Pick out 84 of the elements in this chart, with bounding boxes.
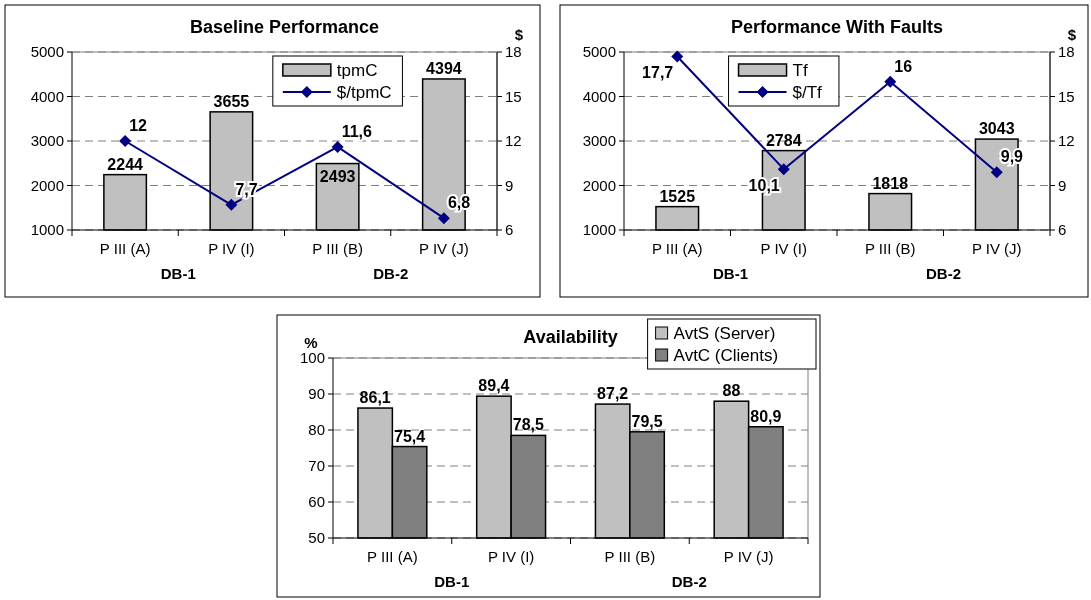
y2-tick-label: 18	[1058, 43, 1075, 60]
data-label: 11,6	[341, 122, 372, 140]
data-label: 86,1	[359, 389, 391, 407]
chart-title: Baseline Performance	[189, 17, 380, 37]
x-tick-label: P IV (I)	[487, 548, 535, 565]
point	[990, 166, 1003, 179]
y-tick-label: 60	[308, 493, 325, 510]
y2-tick-label: 6	[1058, 221, 1067, 238]
chart-title: Performance With Faults	[731, 17, 943, 37]
data-label: 75,4	[394, 427, 426, 445]
text: DB-2	[373, 265, 409, 282]
legend-label: AvtC (Clients)	[673, 346, 779, 365]
point	[437, 212, 450, 225]
text: DB-2	[925, 265, 962, 282]
data-label: 12	[129, 117, 148, 134]
data-label: 3655	[213, 92, 250, 110]
y-tick-label: 5000	[582, 43, 616, 60]
data-label: 78,5	[512, 416, 545, 434]
legend-label: Tf	[792, 61, 808, 80]
y-tick-label: 4000	[30, 87, 64, 105]
chart-title: Availability	[523, 327, 618, 347]
x-tick-label: P IV (J)	[723, 548, 774, 565]
text: DB-1	[434, 573, 470, 590]
data-label: 2244	[107, 155, 144, 173]
data-label: 4394	[426, 59, 462, 77]
x-tick-label: P III (A)	[367, 548, 418, 565]
data-label: 88	[722, 382, 741, 400]
y-tick-label: 3000	[582, 132, 616, 149]
x-tick-label: P III (B)	[604, 548, 656, 565]
point	[777, 163, 790, 176]
y-tick-label: 2000	[30, 176, 64, 194]
y-tick-label: 100	[299, 349, 325, 366]
x-tick-label: P IV (I)	[760, 240, 807, 257]
y2-tick-label: 6	[505, 221, 514, 238]
x-tick-label: P III (B)	[864, 240, 916, 257]
data-label: 2493	[319, 167, 356, 185]
y-tick-label: 5000	[30, 43, 64, 60]
legend-label: tpmC	[336, 61, 378, 80]
data-label: 1525	[659, 187, 696, 205]
data-label: 16	[894, 57, 913, 75]
point	[119, 135, 132, 147]
y-tick-label: 1000	[582, 221, 616, 238]
data-label: 1818	[872, 174, 909, 192]
y-tick-label: 50	[308, 529, 325, 546]
x-tick-label: P III (A)	[651, 240, 703, 257]
text: DB-1	[712, 265, 749, 282]
data-label: 2784	[765, 131, 802, 149]
y-tick-label: 80	[308, 421, 325, 438]
x-tick-label: P IV (J)	[971, 240, 1022, 257]
text: DB-1	[160, 265, 196, 282]
data-label: 89,4	[478, 377, 510, 395]
legend-label: $/Tf	[792, 83, 823, 102]
point	[884, 75, 897, 88]
legend-label: AvtS (Server)	[673, 324, 776, 343]
y2-axis-title: $	[514, 26, 524, 43]
data-label: 79,5	[631, 412, 663, 430]
x-tick-label: P IV (J)	[419, 240, 469, 257]
y-tick-label: 1000	[30, 221, 64, 238]
x-tick-label: P III (A)	[99, 240, 151, 257]
data-label: 3043	[978, 120, 1015, 138]
point	[331, 140, 344, 153]
y2-tick-label: 15	[505, 87, 522, 105]
y2-axis-title: $	[1067, 26, 1077, 43]
y-axis-title: %	[304, 334, 318, 351]
legend-label: $/tpmC	[336, 83, 392, 102]
y-tick-label: 2000	[582, 176, 616, 194]
y-tick-label: 4000	[582, 87, 616, 105]
data-label: 80,9	[750, 407, 782, 425]
point	[225, 198, 238, 211]
data-label: 17,7	[642, 64, 674, 82]
y-tick-label: 3000	[30, 132, 64, 149]
y2-tick-label: 18	[505, 43, 522, 60]
y-tick-label: 70	[308, 457, 325, 474]
point	[671, 50, 684, 63]
y2-tick-label: 12	[505, 132, 522, 149]
x-tick-label: P III (B)	[312, 240, 363, 257]
y-tick-label: 90	[308, 385, 325, 402]
data-label: 87,2	[597, 385, 629, 403]
y2-tick-label: 12	[1058, 132, 1075, 149]
text: DB-2	[671, 573, 707, 590]
y2-tick-label: 9	[1058, 176, 1067, 194]
x-tick-label: P IV (I)	[208, 240, 255, 257]
y2-tick-label: 15	[1058, 87, 1075, 105]
y2-tick-label: 9	[505, 176, 514, 194]
